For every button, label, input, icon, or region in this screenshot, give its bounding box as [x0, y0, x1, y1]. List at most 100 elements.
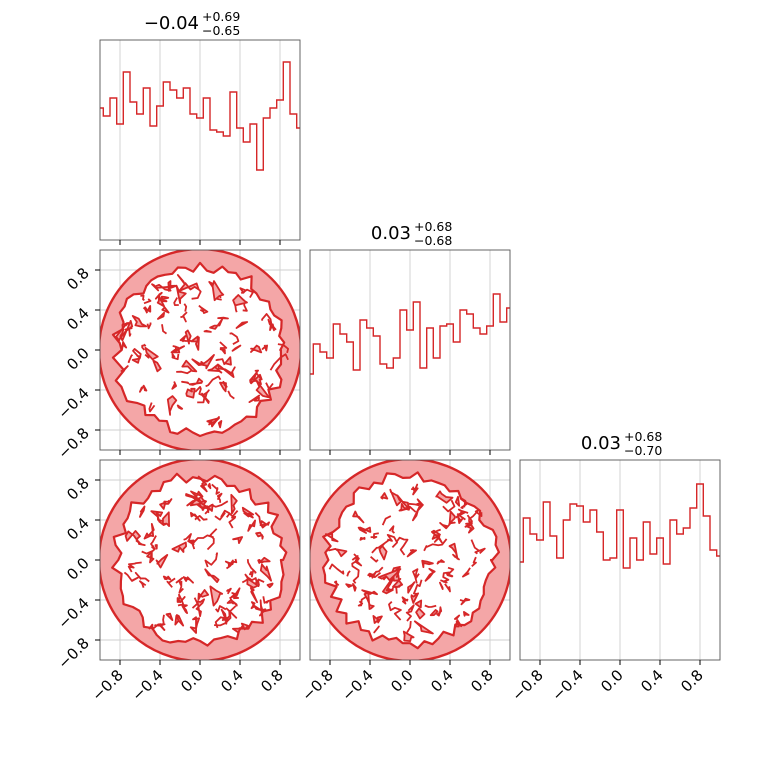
y-tick-label: 0.8	[63, 474, 93, 504]
contour-line	[267, 318, 275, 332]
contour-line	[135, 539, 146, 546]
contour-line	[211, 483, 221, 495]
contour-line	[372, 615, 383, 624]
contour-line	[240, 622, 249, 631]
contour-line	[388, 525, 396, 534]
x-tick-label: 0.8	[257, 666, 287, 696]
contour-line	[410, 592, 419, 604]
contour-line	[203, 329, 212, 333]
contour-line	[188, 377, 204, 386]
contour-line	[361, 589, 378, 596]
contour-line	[470, 539, 482, 552]
contour-line	[154, 291, 163, 300]
contour-line	[201, 391, 210, 404]
contour-line	[176, 404, 184, 410]
contour-line	[255, 531, 264, 540]
contour-line	[388, 601, 402, 621]
contour-line	[148, 402, 156, 413]
contour-line	[163, 498, 173, 505]
contour-line	[175, 284, 187, 305]
contour-line	[194, 386, 206, 404]
contour-line	[410, 483, 419, 496]
contour-line	[198, 304, 209, 314]
contour-line	[201, 505, 207, 512]
contour-line	[167, 280, 172, 292]
contour-line	[381, 515, 392, 526]
contour-line	[119, 320, 134, 342]
contour-line	[217, 316, 229, 320]
contour-line	[439, 521, 453, 530]
contour-line	[440, 571, 450, 584]
contour-line	[208, 416, 220, 428]
contour-line	[367, 572, 375, 577]
x-tick-label: 0.0	[177, 666, 207, 696]
contour-line	[415, 498, 424, 506]
contour-line	[269, 353, 289, 371]
contour-line	[186, 496, 205, 507]
contour-line	[246, 559, 257, 574]
contour-line	[225, 558, 238, 570]
contour-line	[459, 597, 471, 606]
contour-line	[151, 545, 155, 550]
contour-panel	[100, 460, 300, 660]
contour-line	[334, 580, 340, 587]
contour-line	[241, 577, 258, 585]
x-tick-label: −0.8	[88, 666, 126, 704]
contour-line	[131, 354, 142, 364]
contour-line	[463, 611, 470, 617]
y-tick-label: 0.8	[63, 264, 93, 294]
contour-line	[232, 294, 248, 307]
contour-line	[207, 364, 223, 374]
panel-title-minus: −0.68	[414, 233, 452, 248]
contour-line	[262, 596, 270, 604]
contour-line	[249, 570, 254, 578]
contour-line	[250, 344, 263, 354]
contour-line	[424, 604, 437, 608]
contour-line	[195, 598, 205, 618]
contour-line	[351, 553, 363, 567]
x-tick-label: −0.4	[548, 666, 586, 704]
y-tick-label: −0.4	[54, 384, 92, 422]
contour-line	[219, 341, 228, 355]
contour-line	[209, 585, 224, 607]
x-tick-label: 0.4	[637, 666, 667, 696]
contour-line	[436, 559, 445, 565]
contour-line	[392, 578, 404, 589]
contour-line	[247, 519, 256, 532]
contour-line	[235, 321, 249, 329]
contour-line	[146, 322, 152, 330]
contour-line	[155, 554, 169, 569]
contour-line	[439, 581, 444, 590]
contour-line	[176, 596, 186, 603]
contour-line	[176, 274, 186, 285]
contour-line	[265, 382, 274, 390]
contour-line	[224, 356, 232, 366]
contour-line	[204, 568, 220, 583]
contour-line	[352, 583, 357, 592]
contour-line	[121, 341, 128, 351]
contour-line	[423, 538, 448, 552]
contour-panel	[310, 460, 510, 660]
contour-line	[221, 610, 231, 622]
contour-line	[141, 535, 157, 555]
contour-line	[424, 567, 436, 582]
y-tick-label: 0.4	[63, 514, 93, 544]
contour-line	[189, 616, 201, 634]
histogram-2	[310, 293, 510, 375]
contour-line	[150, 510, 164, 518]
contour-line	[241, 506, 255, 516]
contour-line	[382, 577, 394, 595]
x-tick-label: −0.8	[508, 666, 546, 704]
contour-line	[454, 614, 461, 620]
contour-line	[140, 294, 145, 302]
contour-line	[173, 345, 185, 353]
contour-line	[229, 332, 240, 345]
contour-line	[124, 530, 141, 542]
contour-line	[259, 520, 268, 527]
panel-title-minus: −0.70	[624, 443, 662, 458]
contour-line	[165, 612, 174, 621]
contour-line	[144, 346, 159, 361]
contour-line	[431, 534, 441, 543]
contour-line	[216, 492, 223, 503]
contour-line	[421, 559, 434, 569]
